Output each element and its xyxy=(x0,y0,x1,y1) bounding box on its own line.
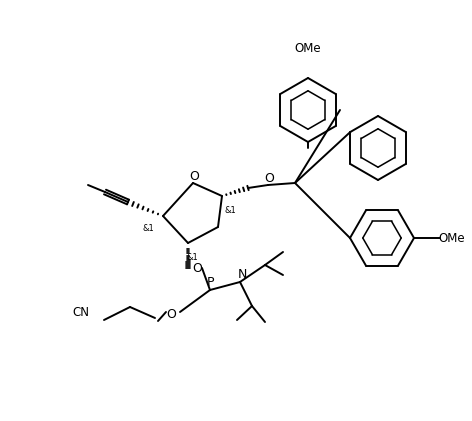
Text: &1: &1 xyxy=(224,205,236,215)
Text: N: N xyxy=(237,269,247,282)
Text: P: P xyxy=(207,275,215,288)
Text: &1: &1 xyxy=(186,253,198,263)
Text: O: O xyxy=(166,309,176,322)
Text: O: O xyxy=(192,263,202,275)
Text: &1: &1 xyxy=(142,224,154,232)
Text: O: O xyxy=(264,171,274,184)
Text: CN: CN xyxy=(73,306,90,320)
Text: OMe: OMe xyxy=(438,232,465,245)
Text: OMe: OMe xyxy=(295,42,321,54)
Text: O: O xyxy=(189,170,199,182)
